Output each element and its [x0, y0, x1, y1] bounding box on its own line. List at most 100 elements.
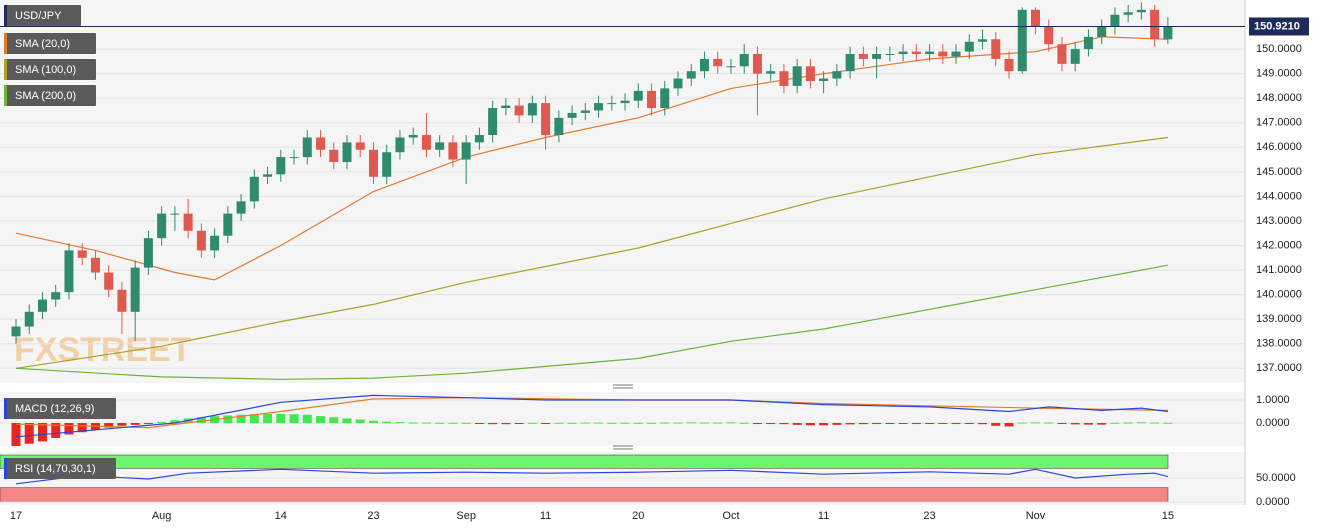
y-tick-label: 147.0000 [1256, 117, 1302, 129]
legend-entry-swatch [4, 33, 7, 54]
histogram-bar [660, 422, 670, 424]
histogram-bar [567, 422, 577, 424]
candle-body [501, 105, 511, 109]
histogram-bar [925, 423, 935, 425]
histogram-bar [143, 423, 153, 425]
candle-body [1070, 49, 1080, 64]
histogram-bar [1017, 422, 1027, 424]
histogram-bar [157, 421, 167, 424]
candle-body [911, 51, 921, 55]
histogram-bar [236, 414, 246, 424]
rsi-line [15, 468, 1169, 485]
watermark: FXSTREET [14, 331, 192, 369]
candle-body [713, 58, 723, 67]
histogram-bar [435, 422, 445, 424]
candle-body [183, 213, 193, 231]
histogram-bar [686, 422, 696, 424]
candle-body [1083, 36, 1093, 50]
candle-body [858, 54, 868, 59]
histogram-bar [395, 422, 405, 424]
histogram-bar [196, 417, 206, 424]
candle-body [210, 235, 220, 251]
histogram-bar [514, 423, 524, 425]
candle-body [1136, 9, 1146, 13]
candle-body [196, 230, 206, 251]
histogram-bar [633, 422, 643, 424]
legend-entry-box [4, 85, 96, 106]
histogram-bar [461, 422, 471, 424]
candle-body [951, 51, 961, 57]
histogram-bar [474, 423, 484, 425]
histogram-bar [792, 423, 802, 425]
histogram-bar [620, 422, 630, 424]
sma-line [15, 136, 1168, 369]
histogram-bar [263, 413, 273, 424]
histogram-bar [421, 422, 431, 424]
histogram-bar [64, 423, 74, 435]
histogram-bar [302, 414, 312, 424]
x-tick-label: 20 [632, 510, 644, 522]
y-tick-label: 146.0000 [1256, 141, 1302, 153]
legend-title-swatch [4, 458, 7, 479]
y-tick-label: 0.0000 [1256, 496, 1290, 508]
candle-body [461, 142, 471, 160]
x-tick-label: 11 [818, 510, 829, 522]
candle-body [64, 250, 74, 293]
candle-body [660, 88, 670, 109]
x-tick-label: 23 [923, 510, 935, 522]
candle-body [607, 103, 617, 105]
candle-body [938, 51, 948, 57]
x-tick-label: 15 [1162, 510, 1174, 522]
candle-body [1044, 27, 1054, 45]
y-tick-label: 1.0000 [1256, 394, 1290, 406]
histogram-bar [342, 418, 352, 424]
x-tick-label: Oct [722, 510, 739, 522]
histogram-bar [832, 423, 842, 425]
candle-body [408, 135, 418, 138]
histogram-bar [858, 423, 868, 425]
candle-body [355, 142, 365, 150]
candle-body [739, 54, 749, 67]
histogram-bar [130, 423, 140, 425]
candle-body [991, 39, 1001, 59]
histogram-bar [170, 420, 180, 424]
candle-body [11, 326, 21, 337]
candle-body [24, 311, 34, 327]
histogram-bar [249, 414, 259, 424]
histogram-bar [805, 423, 815, 426]
y-tick-label: 137.0000 [1256, 362, 1302, 374]
y-tick-label: 145.0000 [1256, 166, 1302, 178]
y-tick-label: 138.0000 [1256, 338, 1302, 350]
candle-body [580, 110, 590, 113]
histogram-bar [1136, 422, 1146, 424]
histogram-bar [1030, 422, 1040, 424]
legend-entry-swatch [4, 85, 7, 106]
histogram-bar [819, 423, 829, 426]
candle-body [686, 71, 696, 79]
candle-body [514, 105, 524, 116]
last-price-label: 150.9210 [1254, 20, 1300, 32]
candle-body [699, 58, 709, 72]
y-tick-label: 50.0000 [1256, 472, 1296, 484]
histogram-bar [1110, 422, 1120, 424]
x-tick-label: Nov [1026, 510, 1046, 522]
histogram-bar [766, 423, 776, 425]
y-tick-label: 139.0000 [1256, 313, 1302, 325]
last-price-box [1249, 17, 1309, 36]
histogram-bar [594, 422, 604, 424]
candle-body [342, 142, 352, 163]
candle-body [421, 135, 431, 150]
candle-body [673, 78, 683, 89]
candle-body [435, 142, 445, 150]
candle-body [276, 157, 286, 175]
candle-body [1030, 9, 1040, 28]
histogram-bar [938, 423, 948, 425]
histogram-bar [885, 423, 895, 425]
histogram-bar [382, 421, 392, 424]
histogram-bar [647, 422, 657, 424]
y-tick-label: 140.0000 [1256, 289, 1302, 301]
candle-body [845, 54, 855, 72]
candle-body [885, 54, 895, 56]
histogram-bar [1163, 422, 1173, 424]
